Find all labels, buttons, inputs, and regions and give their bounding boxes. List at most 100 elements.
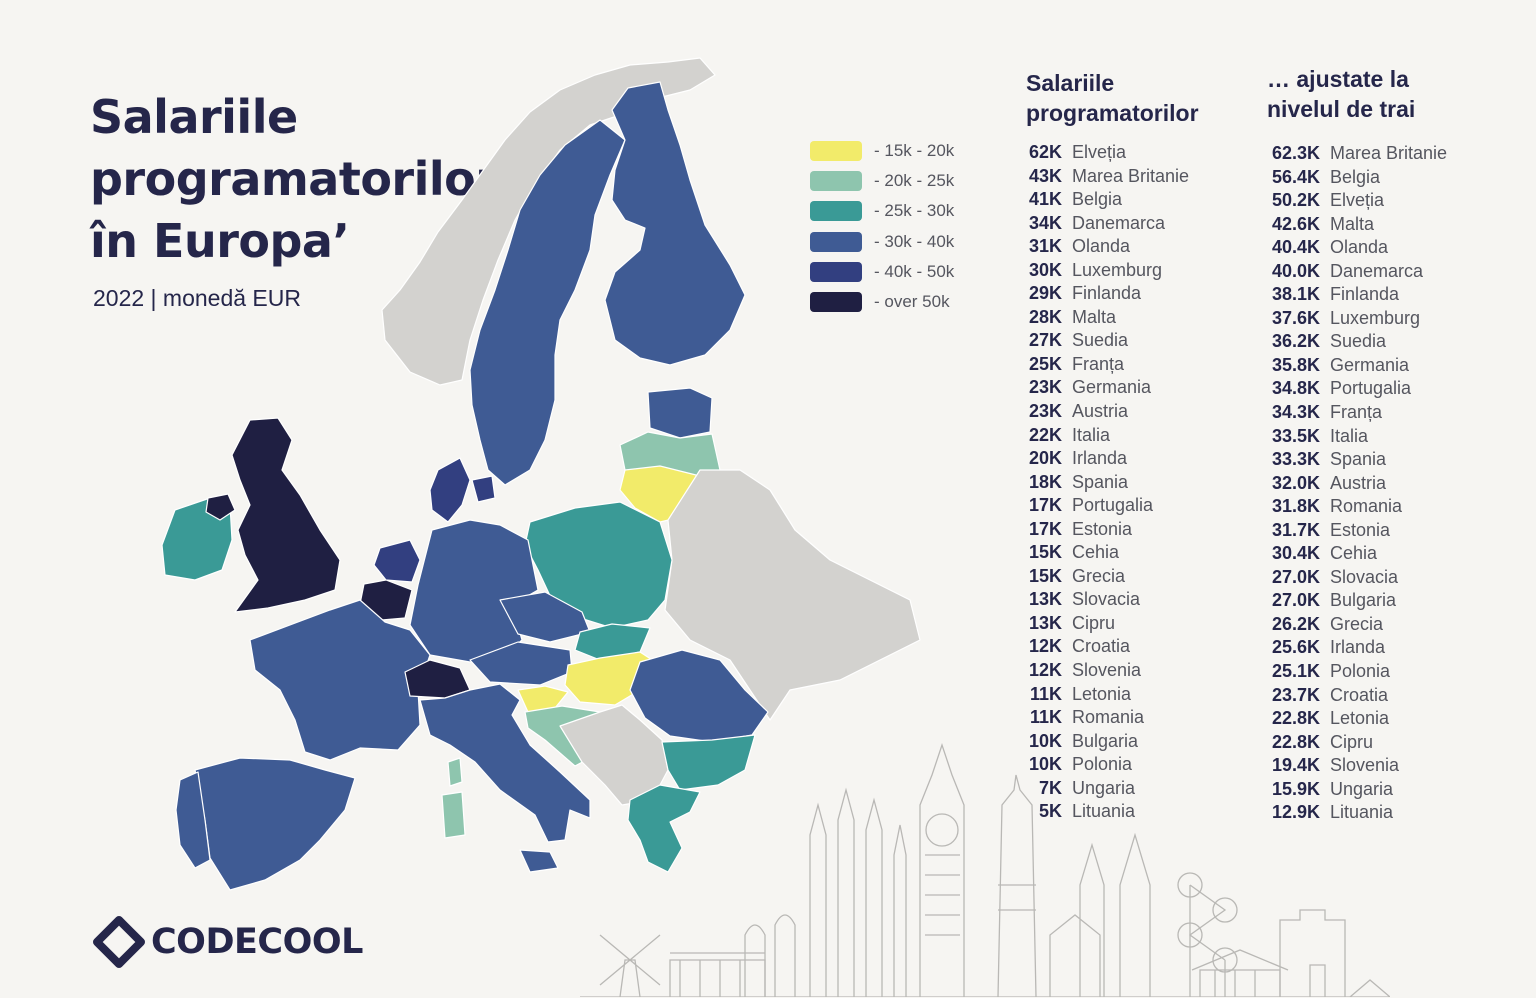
- salary-value: 42.6K: [1271, 213, 1320, 234]
- region-northern-ireland: [205, 493, 236, 521]
- salary-value: 20K: [1028, 448, 1062, 469]
- list-item: 25.1K Polonia: [1268, 660, 1447, 684]
- list-item: 26.2K Grecia: [1268, 613, 1447, 637]
- legend-label: - 15k - 20k: [874, 141, 955, 161]
- salary-value: 27.0K: [1271, 590, 1320, 611]
- country-name: Finlanda: [1330, 284, 1400, 305]
- salary-value: 19.4K: [1271, 755, 1320, 776]
- country-name: Cehia: [1330, 543, 1378, 564]
- legend-swatch: [810, 171, 862, 192]
- list-item: 34.3K Franța: [1268, 401, 1447, 425]
- salary-value: 18K: [1028, 471, 1062, 492]
- country-name: Slovenia: [1330, 755, 1400, 776]
- country-poland: [524, 501, 673, 629]
- list-item: 7K Ungaria: [1026, 777, 1189, 801]
- legend-label: - 25k - 30k: [874, 201, 955, 221]
- salary-value: 33.5K: [1271, 425, 1320, 446]
- list-item: 27.0K Slovacia: [1268, 566, 1447, 590]
- salary-value: 17K: [1028, 518, 1062, 539]
- salaries-header-line-1: Salariile: [1026, 70, 1115, 96]
- salary-value: 34K: [1028, 212, 1062, 233]
- salary-value: 13K: [1028, 612, 1062, 633]
- country-name: Luxemburg: [1330, 307, 1421, 328]
- subtitle: 2022 | monedă EUR: [93, 285, 301, 311]
- country-name: Croatia: [1072, 636, 1131, 657]
- list-item: 28K Malta: [1026, 306, 1189, 330]
- salary-value: 13K: [1028, 589, 1062, 610]
- country-name: Elveția: [1330, 190, 1385, 211]
- salary-value: 25.6K: [1271, 637, 1320, 658]
- country-name: Cipru: [1330, 731, 1374, 752]
- legend-item: - 15k - 20k: [810, 136, 954, 166]
- salary-value: 29K: [1028, 283, 1062, 304]
- legend-swatch: [810, 231, 862, 252]
- country-name: Italia: [1330, 425, 1369, 446]
- salary-value: 56.4K: [1271, 166, 1320, 187]
- legend-item: - 25k - 30k: [810, 196, 954, 226]
- salary-value: 11K: [1029, 707, 1062, 728]
- adjusted-header-line-1: … ajustate la: [1267, 66, 1409, 92]
- country-name: Romania: [1072, 707, 1145, 728]
- country-netherlands: [373, 539, 421, 583]
- salary-value: 33.3K: [1271, 449, 1320, 470]
- salary-value: 12K: [1028, 636, 1062, 657]
- country-name: Lituania: [1330, 802, 1394, 823]
- country-portugal: [175, 771, 211, 869]
- salary-value: 62.3K: [1271, 143, 1320, 163]
- country-name: Irlanda: [1330, 637, 1386, 658]
- salary-value: 40.4K: [1271, 237, 1320, 258]
- map-legend: - 15k - 20k - 20k - 25k - 25k - 30k - 30…: [810, 136, 954, 317]
- legend-swatch: [810, 292, 862, 313]
- country-france: [249, 599, 431, 761]
- salary-value: 15K: [1028, 565, 1062, 586]
- salary-value: 31.8K: [1271, 496, 1320, 517]
- salary-value: 28K: [1028, 306, 1062, 327]
- list-item: 34.8K Portugalia: [1268, 377, 1447, 401]
- country-name: Letonia: [1072, 683, 1132, 704]
- list-item: 31K Olanda: [1026, 235, 1189, 259]
- list-item: 15.9K Ungaria: [1268, 778, 1447, 802]
- list-item: 22.8K Letonia: [1268, 707, 1447, 731]
- list-item: 33.5K Italia: [1268, 425, 1447, 449]
- country-name: Olanda: [1330, 237, 1389, 258]
- country-name: Suedia: [1330, 331, 1387, 352]
- list-item: 15K Cehia: [1026, 541, 1189, 565]
- country-name: Polonia: [1330, 661, 1391, 682]
- salary-value: 27.0K: [1271, 566, 1320, 587]
- list-item: 30.4K Cehia: [1268, 542, 1447, 566]
- salary-value: 30.4K: [1271, 543, 1320, 564]
- list-item: 27.0K Bulgaria: [1268, 589, 1447, 613]
- country-name: Irlanda: [1072, 448, 1128, 469]
- country-name: Austria: [1072, 401, 1129, 422]
- country-name: Austria: [1330, 472, 1387, 493]
- salary-value: 10K: [1028, 730, 1062, 751]
- country-name: Grecia: [1072, 565, 1126, 586]
- list-item: 50.2K Elveția: [1268, 189, 1447, 213]
- region-no-data-east: [664, 469, 921, 721]
- list-item: 41K Belgia: [1026, 188, 1189, 212]
- legend-swatch: [810, 261, 862, 282]
- salary-value: 5K: [1038, 801, 1062, 822]
- list-item: 23.7K Croatia: [1268, 684, 1447, 708]
- list-item: 12.9K Lituania: [1268, 801, 1447, 825]
- list-item: 20K Irlanda: [1026, 447, 1189, 471]
- salary-value: 34.3K: [1271, 402, 1320, 423]
- list-item: 23K Germania: [1026, 376, 1189, 400]
- salary-value: 35.8K: [1271, 354, 1320, 375]
- country-italy: [419, 683, 591, 873]
- country-name: Suedia: [1072, 330, 1129, 351]
- list-item: 15K Grecia: [1026, 565, 1189, 589]
- country-name: Slovacia: [1330, 566, 1399, 587]
- list-item: 40.4K Olanda: [1268, 236, 1447, 260]
- salary-value: 26.2K: [1271, 613, 1320, 634]
- list-item: 33.3K Spania: [1268, 448, 1447, 472]
- legend-item: - 40k - 50k: [810, 257, 954, 287]
- salary-value: 50.2K: [1271, 190, 1320, 211]
- salary-value: 34.8K: [1271, 378, 1320, 399]
- adjusted-header: … ajustate la nivelul de trai: [1267, 64, 1415, 124]
- country-greece: [627, 784, 701, 873]
- salaries-header: Salariile programatorilor: [1026, 68, 1199, 128]
- salary-value: 23K: [1028, 377, 1062, 398]
- salary-value: 23.7K: [1271, 684, 1320, 705]
